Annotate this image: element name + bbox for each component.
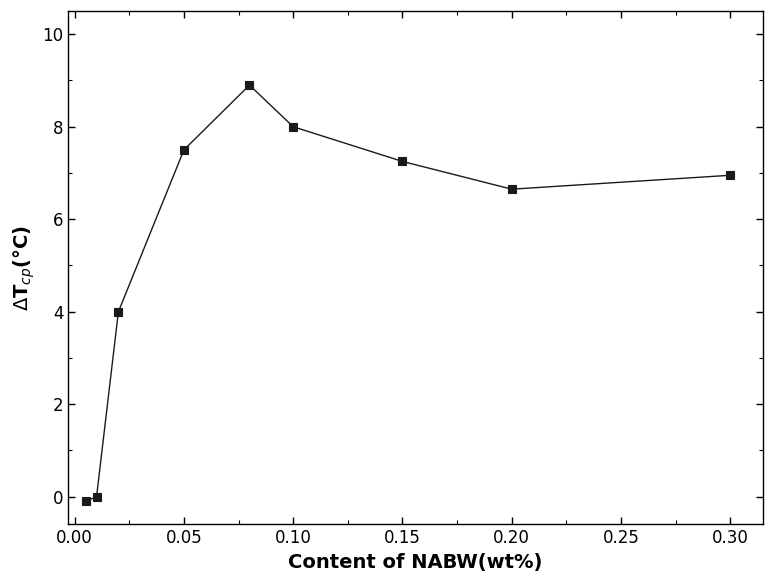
Y-axis label: $\Delta$T$_{cp}$(°C): $\Delta$T$_{cp}$(°C)	[11, 225, 36, 311]
X-axis label: Content of NABW(wt%): Content of NABW(wt%)	[289, 553, 543, 572]
